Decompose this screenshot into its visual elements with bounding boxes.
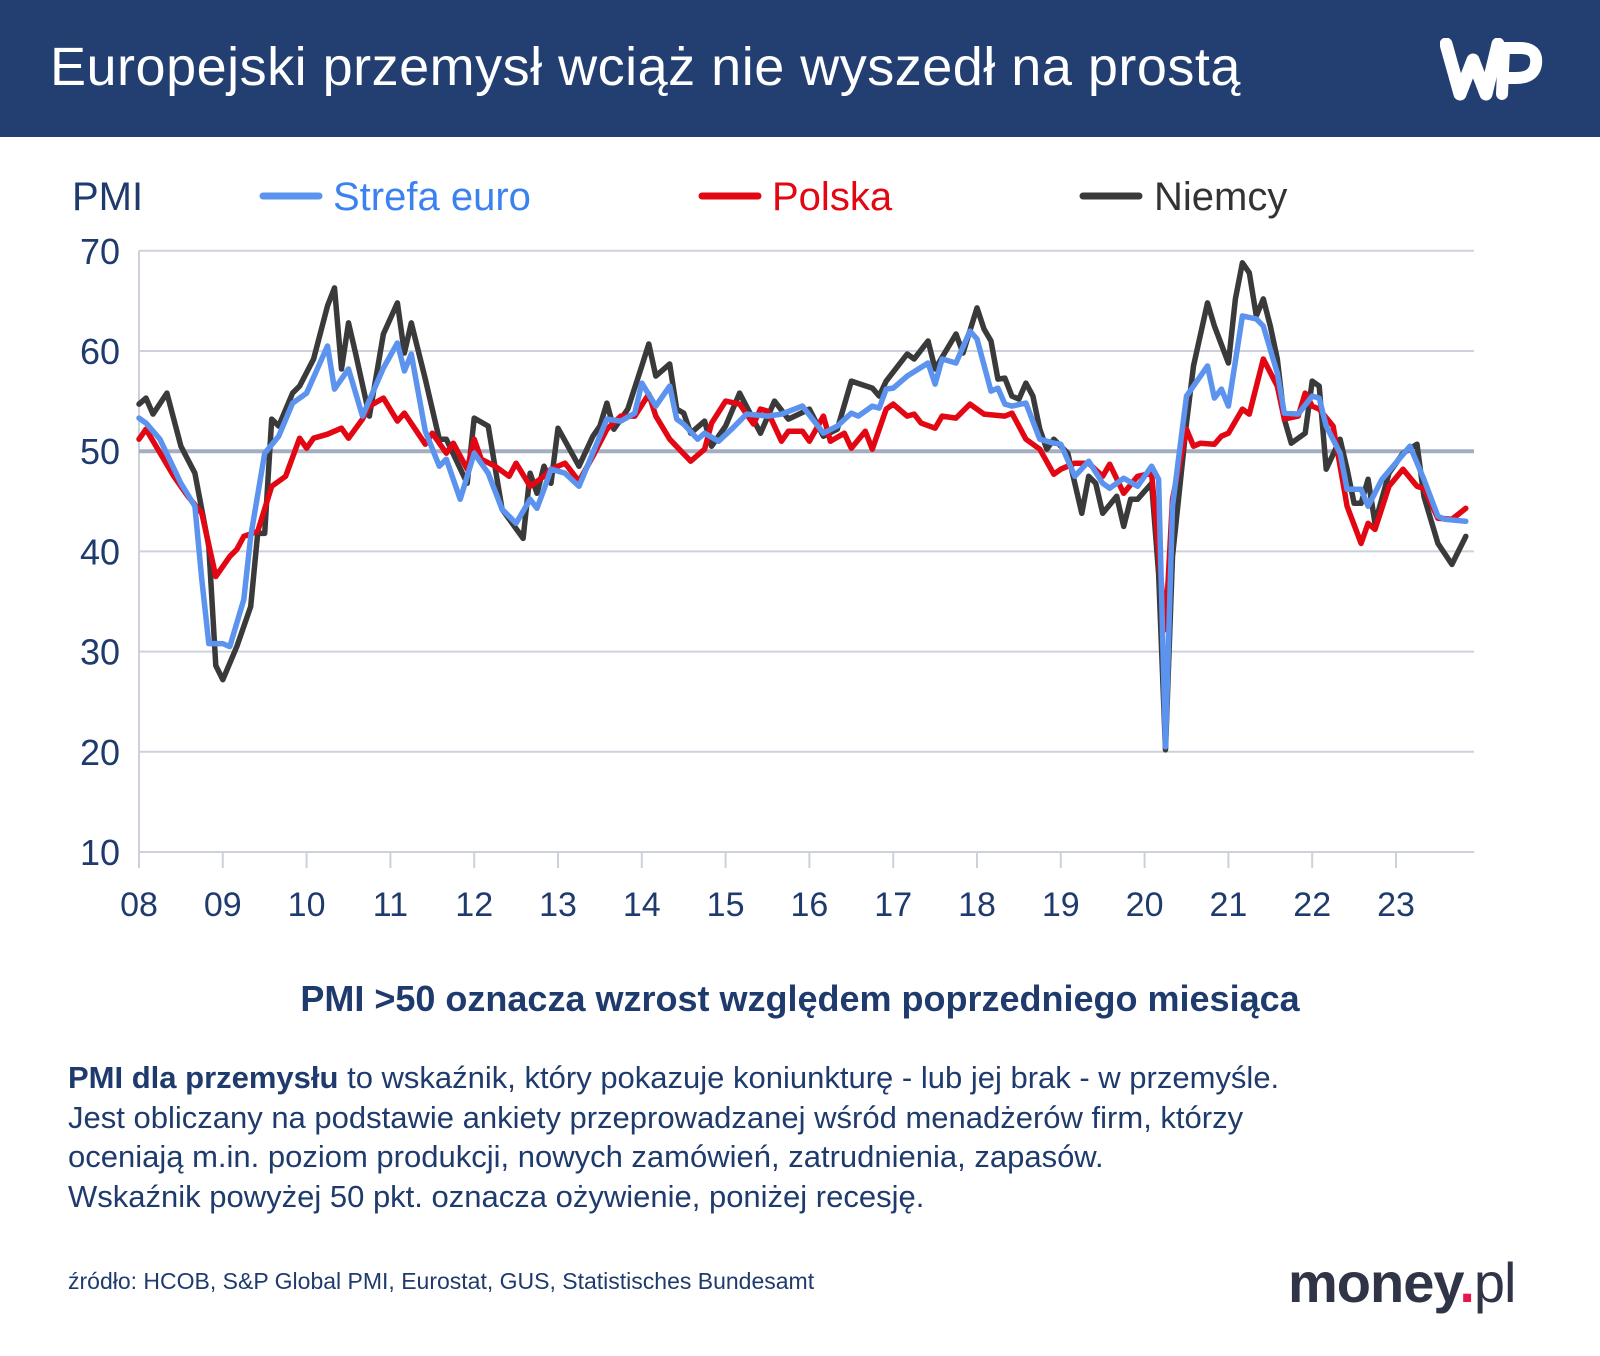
legend-label: Polska — [772, 175, 893, 219]
description-line-3: oceniają m.in. poziom produkcji, nowych … — [68, 1139, 1104, 1174]
description-lead: PMI dla przemysłu — [68, 1060, 339, 1095]
x-tick-label: 22 — [1293, 886, 1331, 924]
page-title: Europejski przemysł wciąż nie wyszedł na… — [50, 37, 1241, 97]
x-tick-label: 18 — [958, 886, 996, 924]
x-tick-label: 15 — [707, 886, 745, 924]
legend-label: Niemcy — [1154, 175, 1287, 219]
description-line-1: PMI dla przemysłu to wskaźnik, który pok… — [68, 1058, 1279, 1098]
y-tick-label: 60 — [80, 331, 120, 372]
x-tick-label: 13 — [539, 886, 577, 924]
series-line-polska — [136, 356, 1469, 633]
x-tick-label: 20 — [1126, 886, 1164, 924]
description-line-1-text: to wskaźnik, który pokazuje koniunkturę … — [338, 1060, 1280, 1095]
axis-tick-labels: 10 20 30 40 50 60 70 08 09 10 11 12 13 14 15 16 17 18 19 20… — [80, 231, 1415, 924]
y-tick-label: 50 — [80, 431, 120, 472]
x-tick-label: 10 — [288, 886, 326, 924]
x-tick-label: 11 — [373, 886, 408, 924]
y-tick-label: 10 — [80, 832, 120, 873]
money-pl-logo: money.pl — [1288, 1250, 1516, 1315]
x-tick-label: 16 — [790, 886, 828, 924]
x-tick-label: 17 — [874, 886, 912, 924]
logo-dot: . — [1459, 1251, 1475, 1314]
x-tick-label: 08 — [120, 886, 158, 924]
y-tick-label: 30 — [80, 632, 120, 673]
legend: PMI Strefa euro Polska Niemcy — [72, 175, 1287, 219]
chart-subtitle: PMI >50 oznacza wzrost względem poprzedn… — [300, 978, 1300, 1019]
x-tick-label: 12 — [455, 886, 493, 924]
x-tick-label: 14 — [623, 886, 661, 924]
x-tick-label: 21 — [1209, 886, 1247, 924]
x-tick-label: 19 — [1042, 886, 1080, 924]
legend-label: Strefa euro — [333, 175, 531, 219]
wp-logo — [1440, 38, 1543, 101]
source-note: źródło: HCOB, S&P Global PMI, Eurostat, … — [68, 1268, 815, 1294]
y-axis-label: PMI — [72, 175, 143, 219]
x-tick-label: 09 — [204, 886, 242, 924]
series-line-niemcy — [136, 260, 1469, 753]
description-paragraph: PMI dla przemysłu to wskaźnik, który pok… — [68, 1058, 1279, 1216]
y-tick-label: 70 — [80, 231, 120, 272]
logo-main: money — [1288, 1251, 1460, 1314]
logo-tld: pl — [1473, 1251, 1517, 1314]
x-tick-label: 23 — [1377, 886, 1415, 924]
series-line-strefa-euro — [136, 313, 1469, 750]
description-line-2: Jest obliczany na podstawie ankiety prze… — [68, 1099, 1244, 1135]
description-line-4: Wskaźnik powyżej 50 pkt. oznacza ożywien… — [68, 1178, 925, 1214]
y-tick-label: 20 — [80, 732, 120, 773]
y-tick-label: 40 — [80, 531, 120, 572]
pmi-line-chart: 10 20 30 40 50 60 70 08 09 10 11 12 13 14 15 16 17 18 19 20… — [72, 175, 1474, 924]
grid-lines — [138, 249, 1474, 868]
header-banner: Europejski przemysł wciąż nie wyszedł na… — [0, 0, 1600, 137]
series-lines — [136, 260, 1469, 753]
